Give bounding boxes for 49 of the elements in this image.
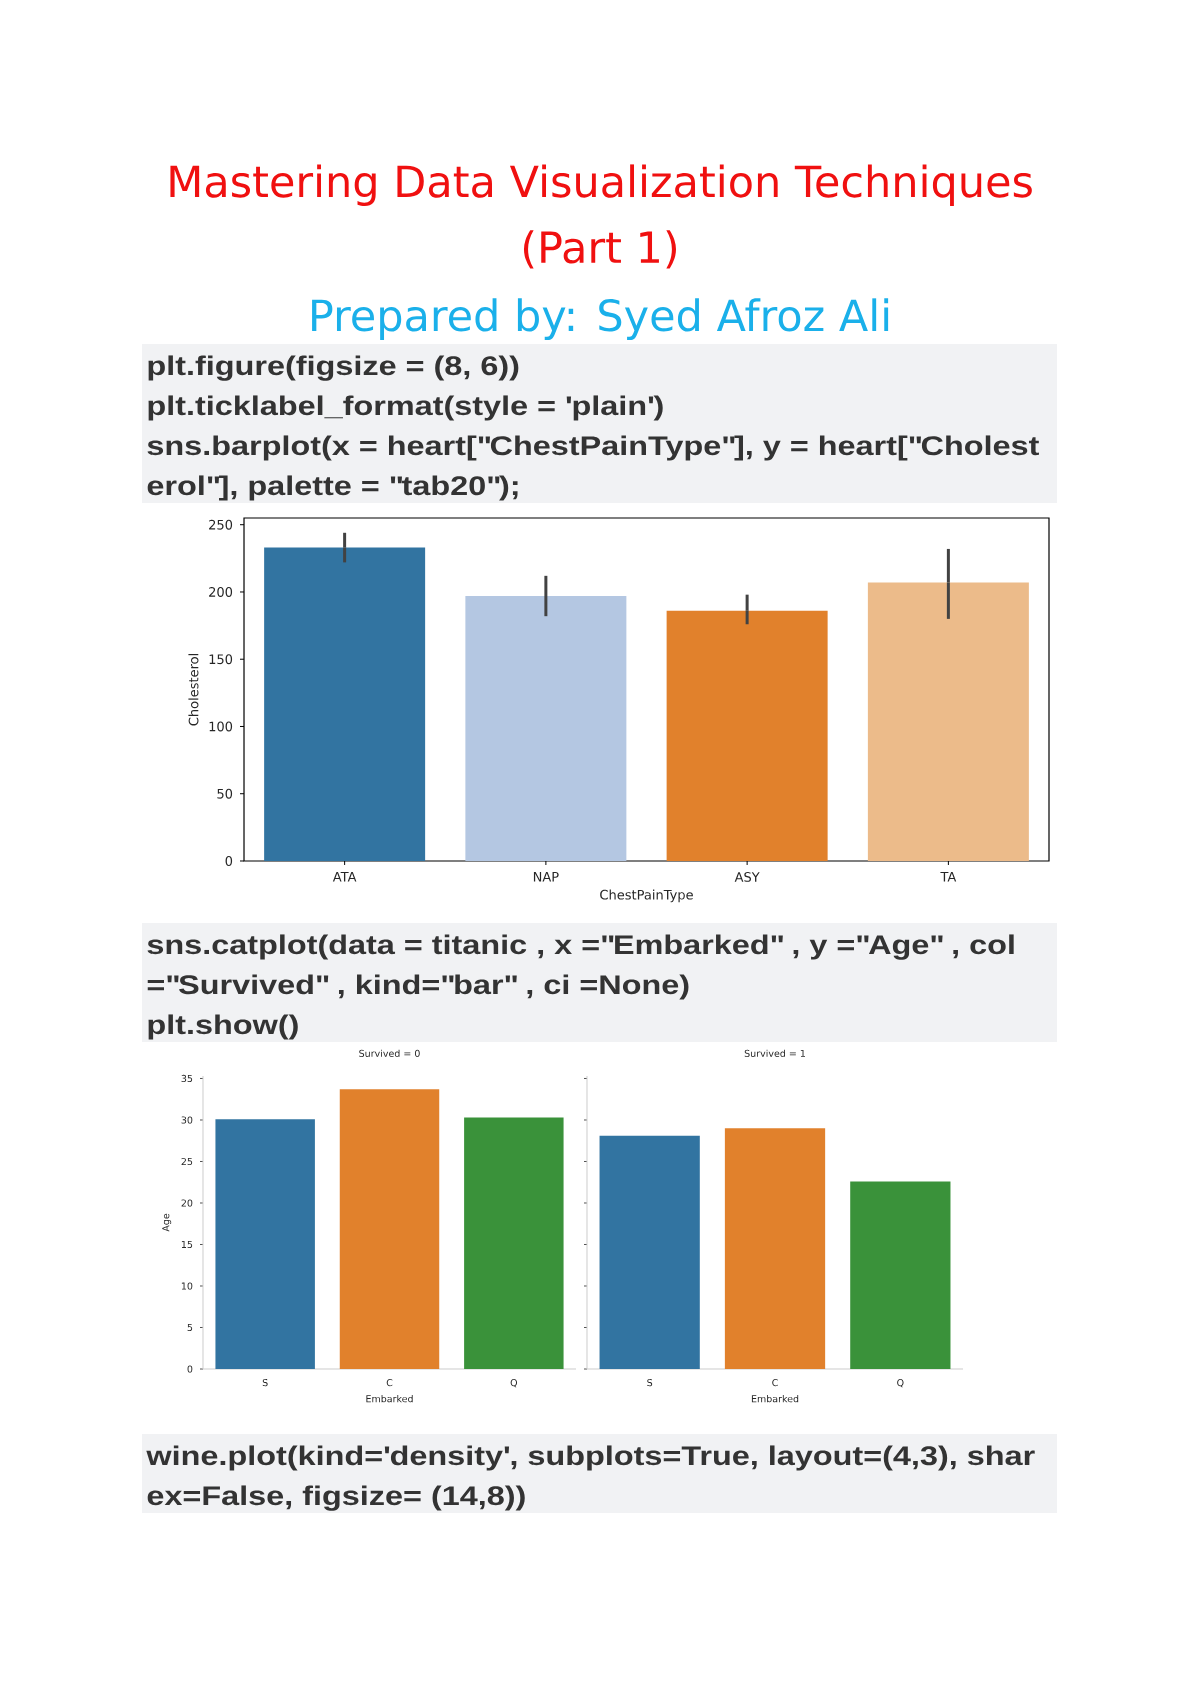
x-tick-label: Q [897, 1379, 904, 1388]
y-tick-label: 15 [181, 1240, 193, 1249]
x-tick-label: C [772, 1379, 778, 1387]
x-axis-title: ChestPainType [600, 889, 693, 903]
x-tick-label: S [262, 1379, 268, 1387]
text: ="Survived" , kind="bar" , ci =None) [147, 974, 689, 1000]
x-tick-label: NAP [533, 872, 559, 882]
bar [464, 1117, 564, 1369]
text: sns.catplot(data = titanic , x ="Embarked" , y ="Age" , col [147, 934, 1014, 960]
text: plt.figure(figsize = (8, 6)) [148, 355, 519, 381]
y-tick-label: 25 [181, 1157, 193, 1166]
chart-title: Mastering Data Visualization Techniques (Part 1) [170, 164, 1032, 269]
chart-title: Survived = 0 [359, 1049, 420, 1057]
x-tick-label: C [386, 1379, 393, 1387]
y-tick-label: 10 [181, 1282, 193, 1290]
y-tick-label: 35 [181, 1074, 193, 1083]
text: plt.ticklabel_format(style = 'plain') [148, 395, 663, 421]
x-tick-label: Q [510, 1379, 518, 1388]
y-tick-label: 0 [187, 1365, 193, 1373]
bar [666, 610, 828, 861]
x-axis-title: Embarked [751, 1394, 799, 1403]
bar [867, 582, 1029, 861]
y-tick-label: 250 [209, 519, 233, 530]
text: plt.show() [148, 1014, 298, 1040]
text: ex=False, figsize= (14,8)) [147, 1485, 525, 1511]
y-tick-label: 30 [181, 1116, 193, 1124]
bar [465, 596, 627, 861]
x-tick-label: S [647, 1379, 653, 1387]
x-axis-title: Embarked [366, 1394, 413, 1403]
text: erol"], palette = "tab20"); [147, 475, 518, 501]
x-tick-label: ASY [734, 872, 760, 882]
text: sns.barplot(x = heart["ChestPainType"], y = heart["Cholest [147, 435, 1039, 461]
x-tick-label: ATA [332, 872, 357, 882]
chart-title: Survived = 1 [744, 1049, 805, 1057]
y-tick-label: 0 [225, 856, 233, 866]
y-tick-label: 5 [187, 1323, 193, 1332]
y-tick-label: 150 [209, 654, 233, 665]
chart-subtitle: Prepared by: Syed Afroz Ali [312, 298, 889, 340]
y-tick-label: 200 [209, 587, 233, 597]
y-axis-title: Cholesterol [188, 654, 199, 726]
bar [264, 547, 426, 861]
text: wine.plot(kind='density', subplots=True, layout=(4,3), shar [146, 1445, 1035, 1471]
bar [215, 1119, 315, 1369]
y-tick-label: 100 [209, 721, 233, 732]
y-tick-label: 20 [181, 1199, 193, 1207]
bar [339, 1089, 440, 1369]
x-tick-label: TA [940, 872, 957, 882]
y-axis-title: Age [162, 1213, 172, 1232]
y-tick-label: 50 [217, 788, 233, 799]
